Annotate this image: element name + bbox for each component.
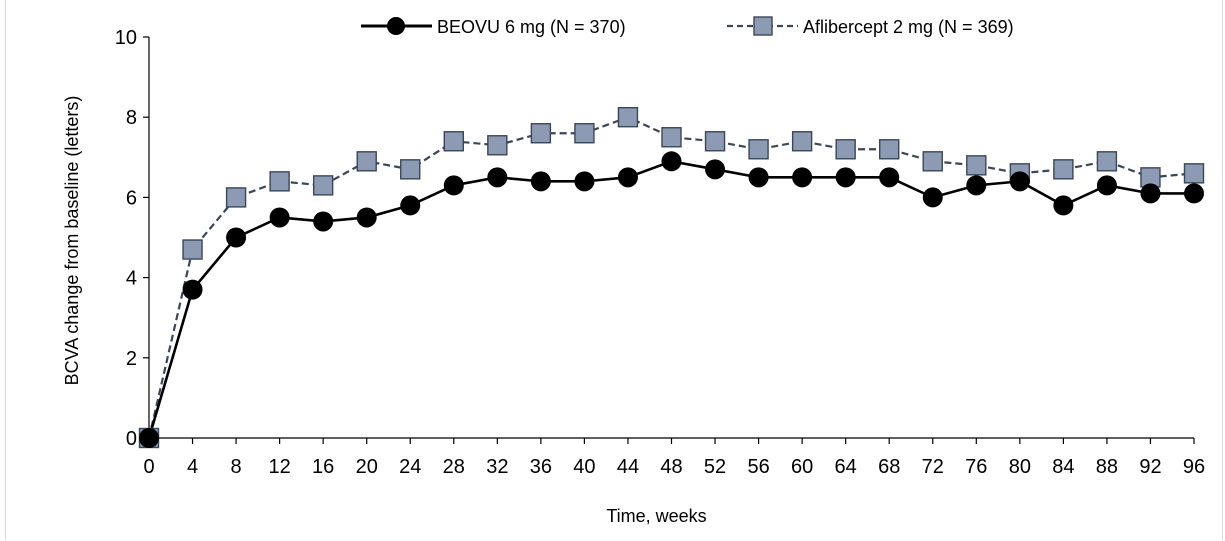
x-tick-label: 4 xyxy=(187,456,198,478)
data-point-beovu xyxy=(835,167,856,188)
data-point-aflibercept xyxy=(922,151,943,172)
data-point-beovu xyxy=(530,171,551,192)
data-point-beovu xyxy=(574,171,595,192)
data-point-beovu xyxy=(139,428,159,448)
data-point-aflibercept xyxy=(312,175,334,196)
data-point-beovu xyxy=(400,195,421,216)
data-point-aflibercept xyxy=(269,171,290,192)
data-point-aflibercept xyxy=(400,159,421,180)
data-point-beovu xyxy=(705,159,726,180)
data-point-beovu xyxy=(487,167,508,188)
series-line-beovu xyxy=(147,159,1194,439)
legend-label-beovu: BEOVU 6 mg (N = 370) xyxy=(437,17,626,37)
data-point-aflibercept xyxy=(966,155,987,176)
data-point-beovu xyxy=(313,211,334,232)
data-point-beovu xyxy=(792,167,813,188)
chart-frame xyxy=(5,0,1223,540)
x-tick-label: 92 xyxy=(1139,456,1161,478)
data-point-aflibercept xyxy=(356,151,377,172)
y-tick-label: 8 xyxy=(126,107,137,129)
data-point-aflibercept xyxy=(704,131,726,152)
x-tick-label: 72 xyxy=(922,456,944,478)
data-point-beovu xyxy=(226,227,247,248)
legend-marker-aflibercept xyxy=(753,16,773,36)
data-point-beovu xyxy=(1184,183,1204,204)
x-tick-label: 32 xyxy=(486,456,508,478)
data-point-aflibercept xyxy=(835,139,856,160)
data-point-beovu xyxy=(1009,171,1030,192)
x-axis-title: Time, weeks xyxy=(606,506,706,526)
data-point-aflibercept xyxy=(1053,159,1074,180)
y-tick-label: 6 xyxy=(126,187,137,209)
x-tick-label: 56 xyxy=(747,456,769,478)
x-tick-label: 60 xyxy=(791,456,813,478)
x-tick-label: 12 xyxy=(269,456,291,478)
x-tick-label: 64 xyxy=(835,456,857,478)
data-point-beovu xyxy=(182,279,203,300)
x-tick-label: 8 xyxy=(231,456,242,478)
data-point-aflibercept xyxy=(182,239,203,260)
data-point-beovu xyxy=(966,175,987,196)
legend-marker-beovu xyxy=(387,17,405,35)
x-tick-label: 20 xyxy=(356,456,378,478)
data-point-aflibercept xyxy=(1096,151,1118,172)
x-tick-label: 88 xyxy=(1096,456,1118,478)
x-tick-label: 52 xyxy=(704,456,726,478)
data-point-aflibercept xyxy=(443,131,464,152)
x-tick-label: 84 xyxy=(1052,456,1074,478)
x-tick-label: 76 xyxy=(965,456,987,478)
data-point-aflibercept xyxy=(617,106,639,128)
x-tick-label: 96 xyxy=(1183,456,1205,478)
data-point-aflibercept xyxy=(791,131,813,152)
data-point-aflibercept xyxy=(879,139,900,160)
x-tick-label: 48 xyxy=(660,456,682,478)
y-tick-label: 0 xyxy=(126,428,137,450)
data-point-beovu xyxy=(1140,183,1161,204)
data-point-beovu xyxy=(922,187,943,208)
data-point-aflibercept xyxy=(225,187,247,208)
x-tick-label: 28 xyxy=(443,456,465,478)
data-point-beovu xyxy=(617,167,638,188)
data-point-aflibercept xyxy=(748,139,769,160)
data-point-beovu xyxy=(661,151,682,172)
x-tick-label: 40 xyxy=(573,456,595,478)
data-point-aflibercept xyxy=(1183,163,1205,184)
x-tick-label: 24 xyxy=(399,456,421,478)
legend-label-aflibercept: Aflibercept 2 mg (N = 369) xyxy=(803,17,1014,37)
x-tick-label: 36 xyxy=(530,456,552,478)
data-point-aflibercept xyxy=(661,127,682,148)
data-point-beovu xyxy=(443,175,464,196)
y-tick-label: 2 xyxy=(126,348,137,370)
series-markers xyxy=(138,106,1205,449)
y-tick-label: 10 xyxy=(115,27,137,49)
x-tick-label: 68 xyxy=(878,456,900,478)
y-axis-title: BCVA change from baseline (letters) xyxy=(62,96,82,386)
data-point-beovu xyxy=(1053,195,1074,216)
y-tick-label: 4 xyxy=(126,268,137,290)
data-point-beovu xyxy=(269,207,290,228)
data-point-beovu xyxy=(748,167,769,188)
legend: BEOVU 6 mg (N = 370) Aflibercept 2 mg (N… xyxy=(361,16,1014,37)
data-point-aflibercept xyxy=(574,123,595,144)
data-point-beovu xyxy=(879,167,900,188)
x-tick-label: 16 xyxy=(312,456,334,478)
x-tick-label: 44 xyxy=(617,456,639,478)
data-point-aflibercept xyxy=(530,123,552,144)
data-point-aflibercept xyxy=(487,135,508,156)
data-point-beovu xyxy=(356,207,377,228)
data-point-beovu xyxy=(1096,175,1117,196)
x-tick-label: 80 xyxy=(1009,456,1031,478)
x-tick-label: 0 xyxy=(143,456,154,478)
